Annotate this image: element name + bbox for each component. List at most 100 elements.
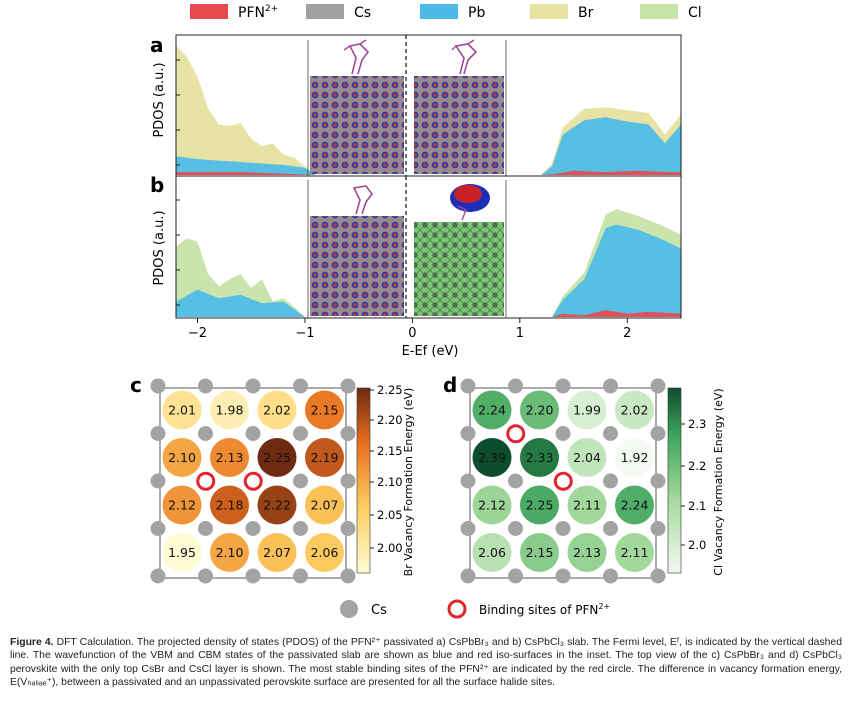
cs-site xyxy=(460,426,476,441)
legend-swatch-pfn xyxy=(190,4,228,19)
legend-swatch-br xyxy=(530,4,568,19)
cs-site xyxy=(555,426,571,441)
colorbar-c-ticks: 2.25 2.20 2.15 2.10 2.05 2.00 xyxy=(370,383,403,555)
caption-figure-label: Figure 4. xyxy=(10,637,54,648)
pdos-b-areas xyxy=(176,209,681,317)
cs-site xyxy=(293,378,308,394)
panel-letter-d: d xyxy=(443,373,457,397)
cs-site xyxy=(508,378,523,394)
halide-site-value: 1.92 xyxy=(621,450,649,465)
halide-site xyxy=(520,390,559,430)
halide-site xyxy=(520,438,559,477)
cs-site xyxy=(150,521,166,536)
cs-site xyxy=(150,426,166,441)
colorbar-tick-label: 2.25 xyxy=(377,383,403,397)
halide-site xyxy=(615,390,654,430)
pdos-area-b-pb xyxy=(176,224,681,317)
colorbar-d-ticks: 2.3 2.2 2.1 2.0 xyxy=(681,417,706,552)
pfn-molecule-a-left xyxy=(348,43,370,75)
halide-site-value: 2.24 xyxy=(621,498,649,513)
cs-site xyxy=(340,378,356,394)
halide-site-value: 1.98 xyxy=(216,403,244,418)
slab-a-cbm xyxy=(414,76,504,174)
halide-site xyxy=(567,438,607,477)
cs-site xyxy=(555,568,571,584)
halide-site-value: 2.07 xyxy=(311,498,339,513)
cs-site xyxy=(245,521,261,536)
cs-site xyxy=(603,521,618,536)
x-tick-label: −1 xyxy=(295,326,314,341)
grid-d-sites: 2.24 2.20 1.99 2.02 2.39 2.33 2.04 1.92 2.12 2.25… xyxy=(460,378,666,584)
inset-a-cbm xyxy=(414,39,507,176)
halide-site xyxy=(615,438,654,477)
halide-site xyxy=(472,533,512,572)
halide-site xyxy=(567,390,607,430)
halide-site xyxy=(162,533,202,572)
x-tick-label: 2 xyxy=(623,326,631,341)
cs-site xyxy=(603,568,618,584)
cs-site xyxy=(650,378,666,394)
panel-c: c 2.01 1.98 2.02 2.152.10 2.13 2.25 2.192.12 2.… xyxy=(130,373,415,584)
slab-b-cbm xyxy=(414,222,504,316)
colorbar-tick-label: 2.05 xyxy=(377,508,403,522)
halide-site xyxy=(305,485,344,525)
halide-site xyxy=(520,533,559,572)
slab-a-vbm xyxy=(310,76,404,174)
cs-site xyxy=(198,426,213,441)
halide-site-value: 2.10 xyxy=(168,450,196,465)
halide-site-value: 2.24 xyxy=(478,403,506,418)
halide-site-value: 2.02 xyxy=(263,403,291,418)
halide-site xyxy=(615,485,654,525)
halide-site xyxy=(257,438,297,477)
halide-site-value: 2.01 xyxy=(168,403,196,418)
cs-site xyxy=(460,473,476,489)
cs-site xyxy=(460,521,476,536)
binding-site-marker xyxy=(243,471,263,491)
x-tick-label: 1 xyxy=(516,326,524,341)
panel-d: d 2.24 2.20 1.99 2.022.39 2.33 2.04 1.922.12 2.… xyxy=(443,373,725,584)
halide-site-value: 2.22 xyxy=(263,498,291,513)
panel-letter-c: c xyxy=(130,373,142,397)
halide-site-value: 2.13 xyxy=(573,545,601,560)
cs-site xyxy=(603,426,618,441)
legend-swatch-pb xyxy=(420,4,458,19)
halide-site xyxy=(472,390,512,430)
cs-site xyxy=(340,426,356,441)
cs-site xyxy=(340,568,356,584)
grid-legend-binding-label: Binding sites of PFN2+ xyxy=(479,602,610,617)
pfn-molecule-b-left xyxy=(352,185,373,215)
halide-site-value: 2.12 xyxy=(478,498,506,513)
colorbar-tick-label: 2.1 xyxy=(688,499,706,513)
legend-label-pfn: PFN2+ xyxy=(238,4,278,21)
cs-site xyxy=(150,473,166,489)
halide-site xyxy=(305,533,344,572)
halide-site-value: 2.02 xyxy=(621,403,649,418)
halide-site-value: 2.13 xyxy=(216,450,244,465)
halide-site xyxy=(210,390,249,430)
cs-site xyxy=(603,378,618,394)
halide-site-value: 2.20 xyxy=(526,403,554,418)
inset-b-vbm xyxy=(307,180,404,318)
cbm-isosurface-red xyxy=(454,185,482,203)
pdos-area-a-pfn2plus xyxy=(176,170,681,175)
halide-site-value: 2.39 xyxy=(478,450,506,465)
legend-swatch-cs xyxy=(306,4,344,19)
panel-b: b PDOS (a.u.) −2 −1 0 1 2 E-Ef (eV) xyxy=(150,173,682,359)
cs-site xyxy=(245,426,261,441)
legend-swatch-cl xyxy=(640,4,678,19)
colorbar-d xyxy=(667,387,682,574)
halide-site xyxy=(257,390,297,430)
panel-a-yticks xyxy=(176,59,180,166)
pfn-molecule-a-right xyxy=(454,43,478,75)
inset-a-vbm xyxy=(307,39,404,176)
halide-site-value: 2.11 xyxy=(621,545,649,560)
panel-letter-a: a xyxy=(150,33,164,57)
binding-site-marker xyxy=(553,471,573,491)
binding-site-marker xyxy=(196,471,216,491)
panel-a-ylabel: PDOS (a.u.) xyxy=(152,62,167,137)
cs-site xyxy=(293,473,308,489)
panel-a: a PDOS (a.u.) xyxy=(150,33,682,177)
colorbar-c xyxy=(356,387,371,574)
halide-site-value: 1.99 xyxy=(573,403,601,418)
cs-site xyxy=(460,568,476,584)
